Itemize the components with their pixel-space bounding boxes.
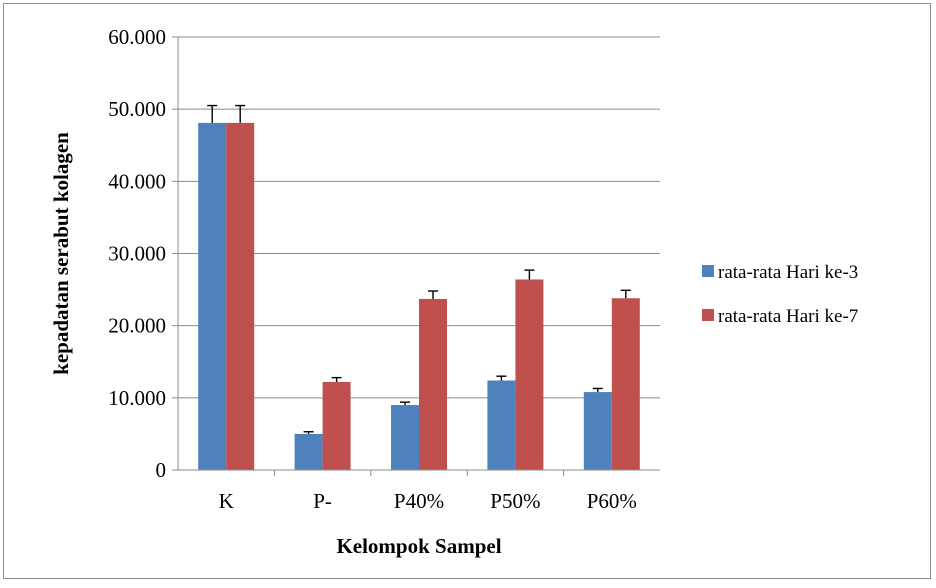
x-tick-label: P40%: [394, 489, 444, 513]
x-tick-label: P60%: [587, 489, 637, 513]
y-tick-label: 30.000: [108, 242, 166, 266]
y-tick-label: 50.000: [108, 97, 166, 121]
bar: [487, 380, 516, 470]
bar: [515, 279, 544, 470]
y-tick-label: 60.000: [108, 25, 166, 49]
legend-label: rata-rata Hari ke-3: [718, 262, 858, 283]
bar: [322, 381, 351, 470]
gridlines: [178, 36, 660, 399]
y-tick-label: 0: [156, 458, 167, 482]
x-tick-label: P-: [313, 489, 332, 513]
x-axis-title: Kelompok Sampel: [336, 534, 501, 558]
bars: [198, 104, 640, 471]
legend-swatch: [702, 309, 714, 321]
legend-label: rata-rata Hari ke-7: [718, 306, 858, 327]
bar: [419, 298, 447, 470]
bar: [583, 392, 612, 470]
y-tick-label: 40.000: [108, 169, 166, 193]
x-tick-label: K: [219, 489, 234, 513]
y-tick-label: 20.000: [108, 314, 166, 338]
axes: 0 10.000 20.000 30.000 40.000 50.000 60.000 K P-…: [108, 25, 660, 513]
bar: [226, 122, 255, 471]
bar: [391, 405, 419, 470]
x-tick-label: P50%: [490, 489, 540, 513]
legend-swatch: [702, 265, 714, 277]
bar: [294, 433, 323, 470]
chart-frame: [3, 3, 931, 579]
bar: [611, 298, 640, 470]
y-tick-label: 10.000: [108, 386, 166, 410]
bar: [198, 122, 227, 471]
y-axis-title: kepadatan serabut kolagen: [49, 132, 73, 375]
legend: rata-rata Hari ke-3 rata-rata Hari ke-7: [702, 262, 858, 327]
